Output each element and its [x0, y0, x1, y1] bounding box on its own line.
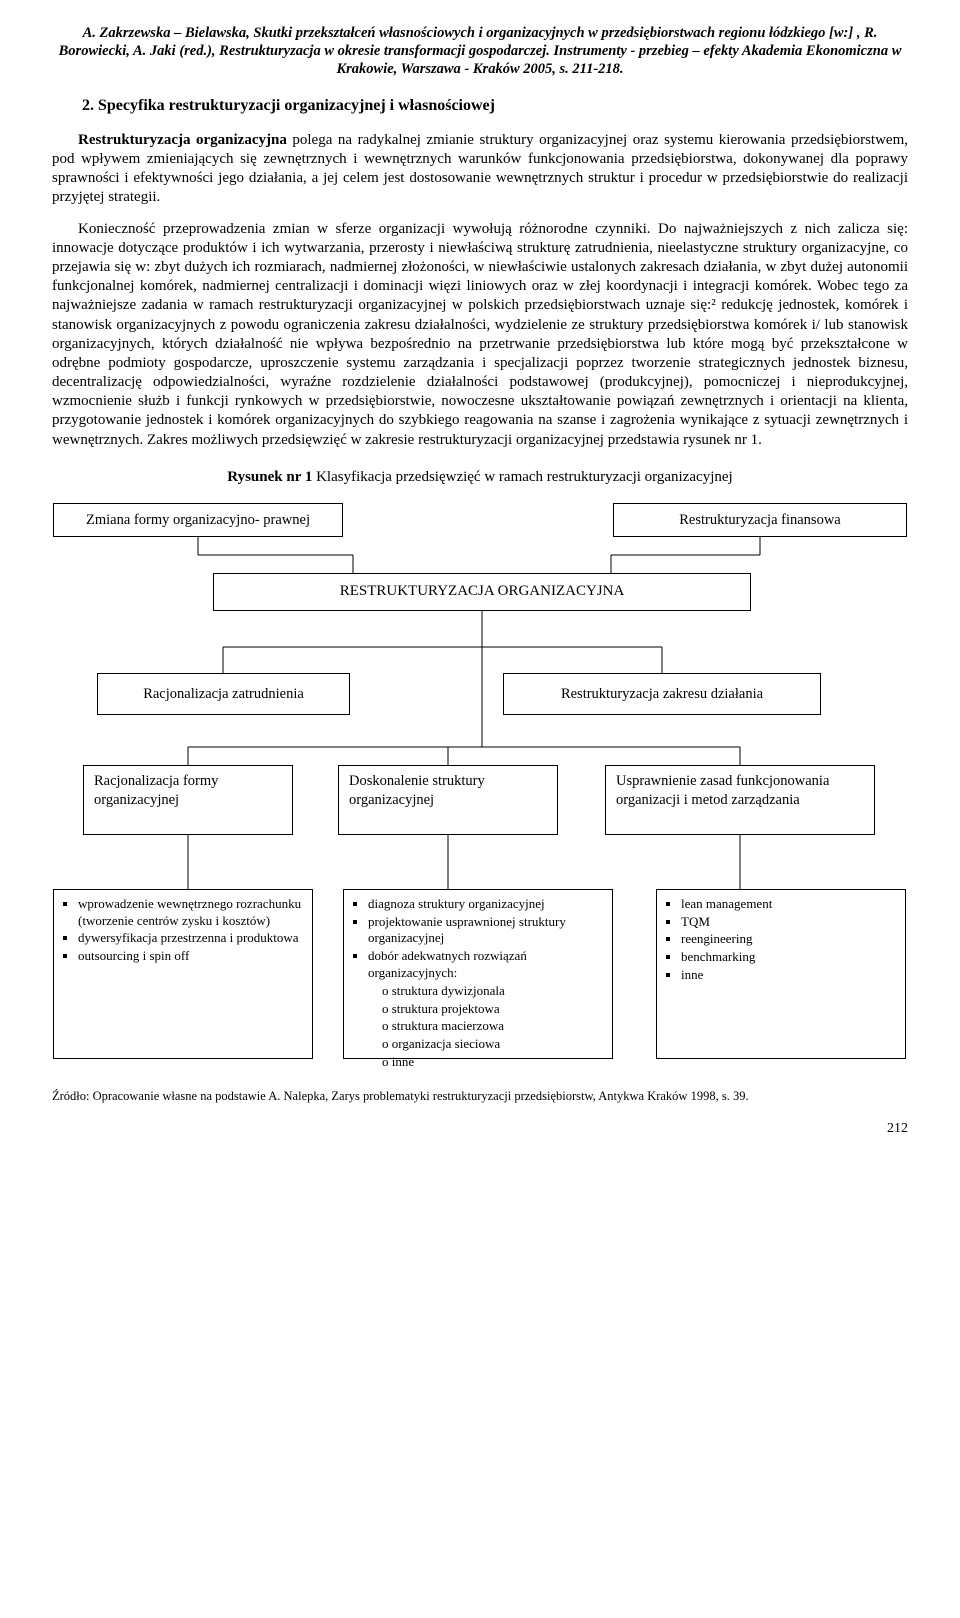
list-item: dywersyfikacja przestrzenna i produktowa	[78, 930, 304, 947]
listbox-right: lean managementTQMreengineeringbenchmark…	[656, 889, 906, 1059]
node-l3-right: Usprawnienie zasad funkcjonowania organi…	[605, 765, 875, 835]
list-item: outsourcing i spin off	[78, 948, 304, 965]
sublist-item: inne	[382, 1054, 604, 1071]
node-center: RESTRUKTURYZACJA ORGANIZACYJNA	[213, 573, 751, 611]
paragraph-2: Konieczność przeprowadzenia zmian w sfer…	[52, 220, 908, 450]
sublist-item: struktura dywizjonala	[382, 983, 604, 1000]
paragraph-1: Restrukturyzacja organizacyjna polega na…	[52, 131, 908, 208]
node-l3-left: Racjonalizacja formy organizacyjnej	[83, 765, 293, 835]
figure-caption: Rysunek nr 1 Klasyfikacja przedsięwzięć …	[52, 468, 908, 487]
node-mid-left: Racjonalizacja zatrudnienia	[97, 673, 350, 715]
node-l3-mid: Doskonalenie struktury organizacyjnej	[338, 765, 558, 835]
listbox-left: wprowadzenie wewnętrznego rozrachunku (t…	[53, 889, 313, 1059]
list-item: diagnoza struktury organizacyjnej	[368, 896, 604, 913]
list-item: lean management	[681, 896, 897, 913]
list-item: TQM	[681, 914, 897, 931]
figure-source: Źródło: Opracowanie własne na podstawie …	[52, 1088, 908, 1104]
list-item: benchmarking	[681, 949, 897, 966]
sublist-item: organizacja sieciowa	[382, 1036, 604, 1053]
figure-diagram: Zmiana formy organizacyjno- prawnej Rest…	[53, 503, 907, 1078]
page-number: 212	[52, 1120, 908, 1138]
paragraph-1-term: Restrukturyzacja organizacyjna	[78, 132, 287, 148]
node-mid-right: Restrukturyzacja zakresu działania	[503, 673, 821, 715]
figure-caption-text: Klasyfikacja przedsięwzięć w ramach rest…	[312, 469, 732, 485]
list-item: inne	[681, 967, 897, 984]
list-item: reengineering	[681, 931, 897, 948]
list-item: dobór adekwatnych rozwiązań organizacyjn…	[368, 948, 604, 1070]
section-heading: 2. Specyfika restrukturyzacji organizacy…	[82, 96, 908, 116]
list-item: projektowanie usprawnionej struktury org…	[368, 914, 604, 947]
listbox-mid: diagnoza struktury organizacyjnejprojekt…	[343, 889, 613, 1059]
node-top-left: Zmiana formy organizacyjno- prawnej	[53, 503, 343, 537]
sublist-item: struktura macierzowa	[382, 1018, 604, 1035]
header-attribution: A. Zakrzewska – Bielawska, Skutki przeks…	[52, 24, 908, 78]
list-item: wprowadzenie wewnętrznego rozrachunku (t…	[78, 896, 304, 929]
sublist-item: struktura projektowa	[382, 1001, 604, 1018]
node-top-right: Restrukturyzacja finansowa	[613, 503, 907, 537]
figure-caption-label: Rysunek nr 1	[227, 469, 312, 485]
